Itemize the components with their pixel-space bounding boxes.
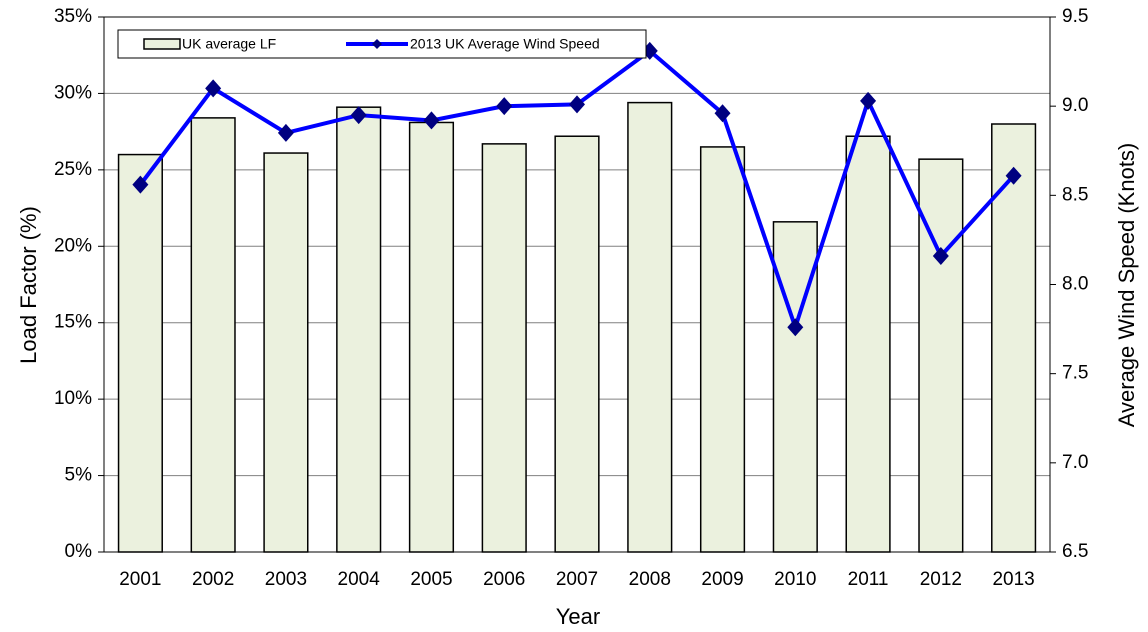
y2-tick-label: 9.5 [1062, 6, 1088, 27]
y-tick-label: 0% [65, 541, 93, 562]
bar [772, 221, 818, 553]
bar [845, 135, 891, 553]
marker [205, 79, 222, 98]
bar [408, 121, 455, 553]
bar [991, 123, 1037, 553]
y-tick-label: 15% [54, 312, 92, 333]
marker [277, 123, 294, 142]
y-tick-label: 25% [54, 159, 92, 180]
y2-tick-label: 6.5 [1062, 541, 1088, 562]
y2-tick-label: 7.5 [1062, 363, 1088, 384]
plot-frame [103, 16, 1051, 553]
bar [190, 117, 236, 553]
y2-axis-label: Average Wind Speed (Knots) [1114, 143, 1139, 428]
marker [569, 95, 585, 114]
x-tick-label: 2011 [848, 569, 889, 590]
x-tick-label: 2010 [774, 569, 816, 590]
legend-label: 2013 UK Average Wind Speed [410, 36, 600, 52]
y-tick-label: 5% [65, 465, 93, 486]
marker [496, 97, 513, 116]
x-axis-label: Year [556, 604, 600, 629]
y-tick-label: 20% [54, 235, 92, 256]
x-tick-label: 2013 [992, 569, 1034, 590]
y2-tick-label: 9.0 [1062, 95, 1088, 116]
marker [714, 104, 731, 123]
x-tick-label: 2012 [920, 569, 962, 590]
bar [918, 158, 964, 553]
x-tick-label: 2001 [119, 569, 161, 590]
y-tick-label: 30% [54, 82, 92, 103]
y-axis-label: Load Factor (%) [16, 206, 41, 364]
marker [860, 91, 877, 110]
bar [263, 152, 309, 553]
marker [350, 106, 367, 125]
marker [132, 175, 149, 194]
legend-marker [372, 39, 382, 49]
bar [627, 101, 673, 553]
legend-label: UK average LF [182, 36, 276, 52]
x-tick-label: 2003 [265, 569, 307, 590]
bar [699, 146, 746, 553]
x-tick-label: 2005 [410, 569, 452, 590]
marker [787, 318, 804, 337]
y2-tick-label: 8.0 [1062, 274, 1088, 295]
y2-tick-label: 8.5 [1062, 184, 1088, 205]
x-tick-label: 2006 [483, 569, 525, 590]
bar [554, 135, 600, 553]
bar [481, 143, 527, 553]
y2-tick-label: 7.0 [1062, 452, 1088, 473]
x-tick-label: 2009 [701, 569, 743, 590]
marker [423, 111, 440, 130]
y-tick-label: 35% [54, 6, 92, 27]
legend-swatch [143, 38, 181, 50]
x-tick-label: 2008 [629, 569, 671, 590]
bar [336, 106, 382, 553]
marker [932, 246, 949, 265]
bar [117, 153, 163, 553]
x-tick-label: 2007 [556, 569, 598, 590]
x-tick-label: 2002 [192, 569, 234, 590]
x-tick-label: 2004 [338, 569, 381, 590]
y-tick-label: 10% [54, 388, 92, 409]
marker [1005, 166, 1022, 185]
